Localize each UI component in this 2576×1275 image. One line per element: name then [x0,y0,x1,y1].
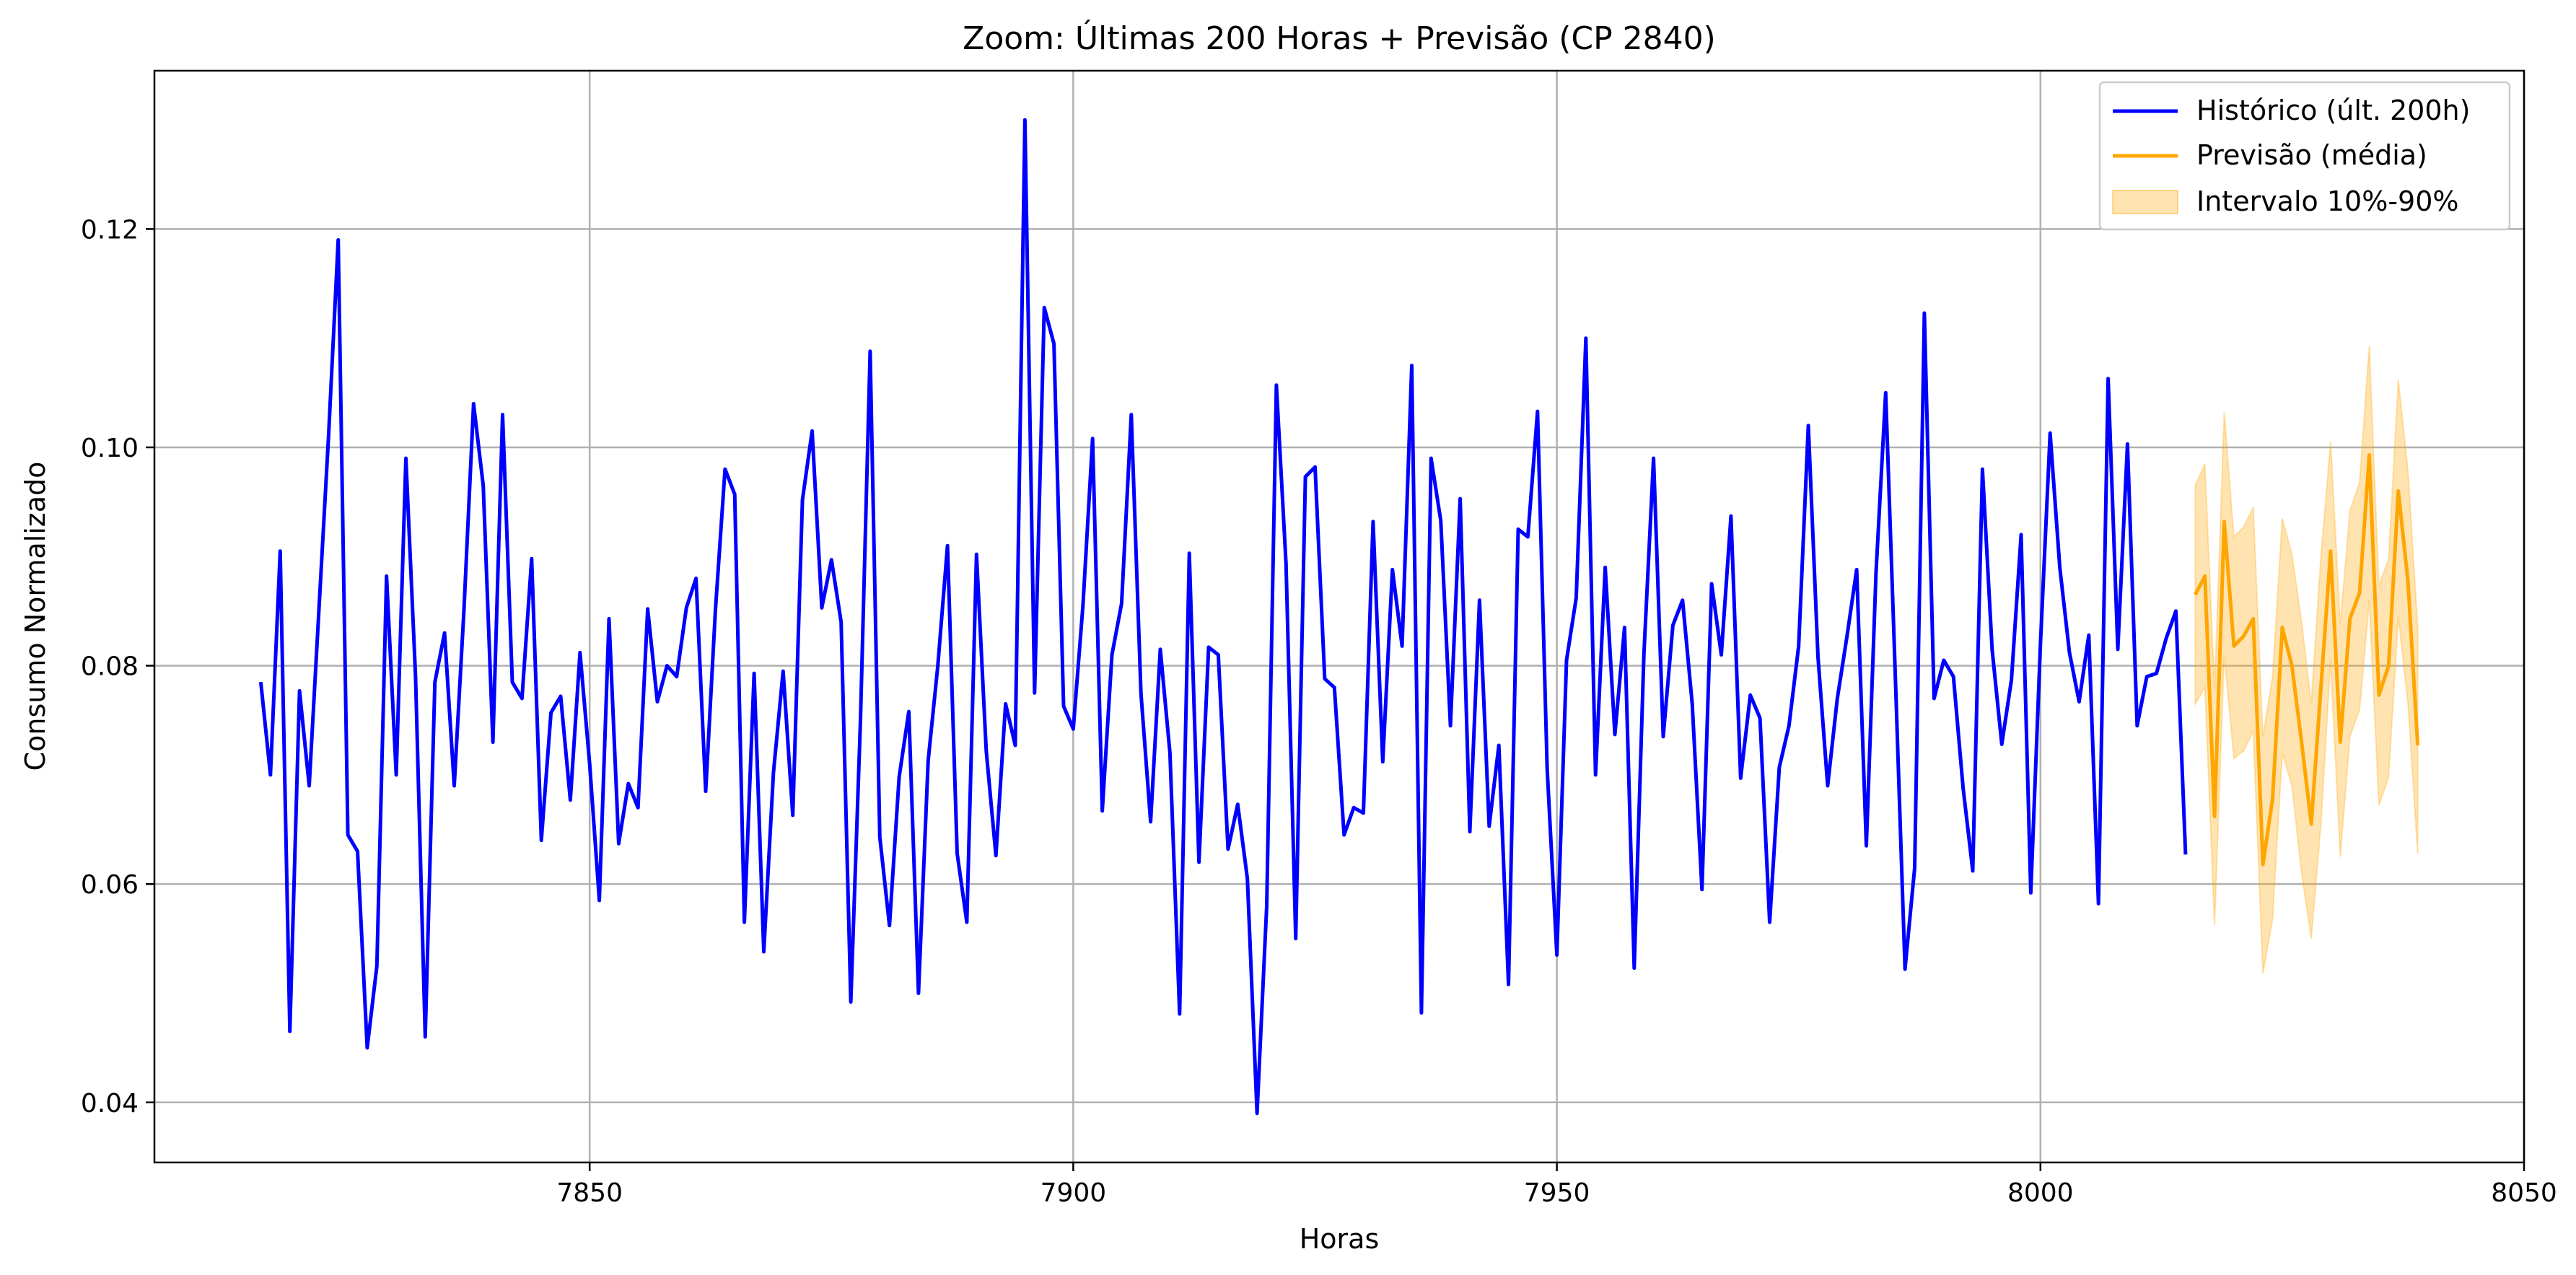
series-lines [258,118,2420,1116]
y-axis-ticks: 0.04 0.06 0.08 0.10 0.12 [81,215,154,1118]
x-tick-label: 7950 [1524,1178,1590,1208]
x-axis-ticks: 7850 7900 7950 8000 8050 [556,1162,2557,1208]
legend-intervalo-label: Intervalo 10%-90% [2196,185,2459,217]
chart-title: Zoom: Últimas 200 Horas + Previsão (CP 2… [963,19,1716,57]
x-tick-label: 8000 [2007,1178,2074,1208]
plot-frame [153,69,2525,1164]
x-axis-label: Horas [1300,1223,1380,1255]
legend-intervalo-swatch [2112,190,2178,214]
legend-historico-label: Histórico (últ. 200h) [2196,95,2470,126]
historico-line [258,118,2188,1116]
y-tick-label: 0.10 [81,434,139,463]
x-tick-label: 8050 [2491,1178,2557,1208]
x-tick-label: 7900 [1041,1178,1107,1208]
y-tick-label: 0.06 [81,870,139,900]
y-axis-label: Consumo Normalizado [19,462,51,771]
legend-frame [2098,81,2511,231]
y-tick-label: 0.08 [81,652,139,682]
previsao-line [2194,453,2420,867]
legend: Histórico (últ. 200h) Previsão (média) I… [2098,81,2511,231]
interval-band-area [2194,346,2419,974]
y-tick-label: 0.12 [81,215,139,245]
x-tick-label: 7850 [556,1178,623,1208]
forecast-interval-band [2194,346,2419,974]
y-tick-label: 0.04 [81,1089,139,1118]
legend-previsao-label: Previsão (média) [2196,139,2427,171]
